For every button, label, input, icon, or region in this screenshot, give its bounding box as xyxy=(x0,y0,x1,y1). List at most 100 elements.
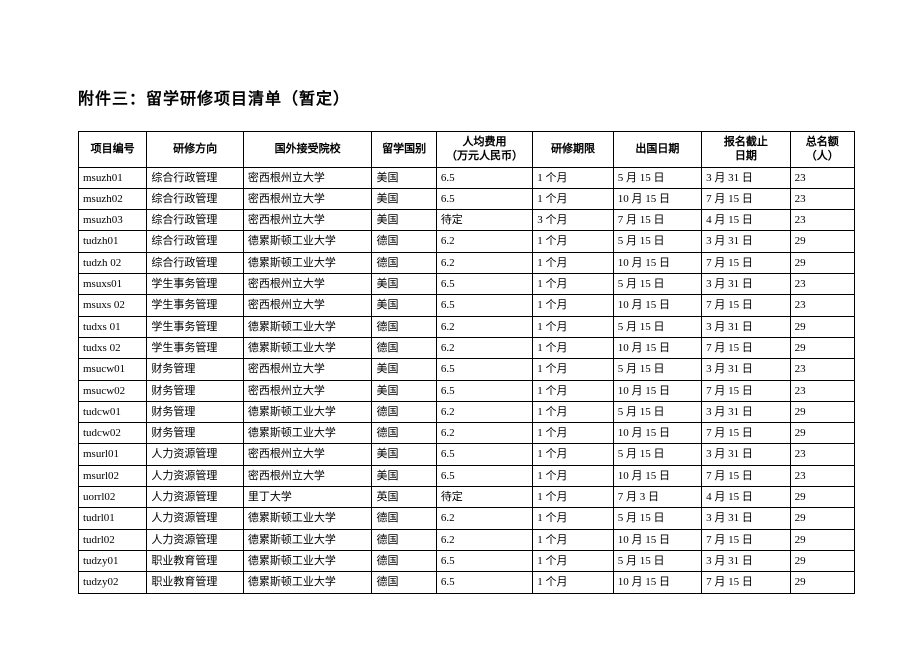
table-cell: 1 个月 xyxy=(533,465,613,486)
table-cell: 6.2 xyxy=(436,529,532,550)
table-cell: 23 xyxy=(790,380,854,401)
table-cell: 10 月 15 日 xyxy=(613,572,701,593)
table-header: 项目编号研修方向国外接受院校留学国别人均费用（万元人民币）研修期限出国日期报名截… xyxy=(79,132,855,168)
table-cell: 1 个月 xyxy=(533,508,613,529)
table-cell: 1 个月 xyxy=(533,295,613,316)
column-header: 研修方向 xyxy=(147,132,243,168)
table-cell: 5 月 15 日 xyxy=(613,359,701,380)
table-cell: 德国 xyxy=(372,529,436,550)
table-cell: 6.5 xyxy=(436,550,532,571)
table-cell: msurl01 xyxy=(79,444,147,465)
table-row: msucw02财务管理密西根州立大学美国6.51 个月10 月 15 日7 月 … xyxy=(79,380,855,401)
table-cell: 英国 xyxy=(372,487,436,508)
table-cell: 6.2 xyxy=(436,231,532,252)
table-cell: 人力资源管理 xyxy=(147,529,243,550)
table-cell: 1 个月 xyxy=(533,231,613,252)
table-cell: 学生事务管理 xyxy=(147,337,243,358)
table-cell: 美国 xyxy=(372,295,436,316)
table-cell: 美国 xyxy=(372,444,436,465)
table-cell: 5 月 15 日 xyxy=(613,167,701,188)
table-cell: 6.2 xyxy=(436,316,532,337)
table-cell: 德累斯顿工业大学 xyxy=(243,550,372,571)
table-cell: 1 个月 xyxy=(533,167,613,188)
table-cell: 23 xyxy=(790,465,854,486)
table-cell: msuxs01 xyxy=(79,274,147,295)
table-cell: 德累斯顿工业大学 xyxy=(243,316,372,337)
table-row: tudzh01综合行政管理德累斯顿工业大学德国6.21 个月5 月 15 日3 … xyxy=(79,231,855,252)
table-cell: 10 月 15 日 xyxy=(613,529,701,550)
table-cell: 美国 xyxy=(372,167,436,188)
table-cell: 1 个月 xyxy=(533,444,613,465)
table-cell: 3 月 31 日 xyxy=(702,167,790,188)
table-header-row: 项目编号研修方向国外接受院校留学国别人均费用（万元人民币）研修期限出国日期报名截… xyxy=(79,132,855,168)
table-cell: tudrl01 xyxy=(79,508,147,529)
table-cell: 7 月 15 日 xyxy=(702,337,790,358)
table-cell: 德国 xyxy=(372,423,436,444)
table-cell: tudxs 02 xyxy=(79,337,147,358)
table-body: msuzh01综合行政管理密西根州立大学美国6.51 个月5 月 15 日3 月… xyxy=(79,167,855,593)
table-cell: 10 月 15 日 xyxy=(613,295,701,316)
table-cell: 4 月 15 日 xyxy=(702,487,790,508)
table-cell: 3 月 31 日 xyxy=(702,316,790,337)
table-cell: 密西根州立大学 xyxy=(243,465,372,486)
table-row: msuzh01综合行政管理密西根州立大学美国6.51 个月5 月 15 日3 月… xyxy=(79,167,855,188)
table-cell: msucw02 xyxy=(79,380,147,401)
table-cell: tudzy01 xyxy=(79,550,147,571)
table-cell: 德累斯顿工业大学 xyxy=(243,508,372,529)
table-cell: 德累斯顿工业大学 xyxy=(243,337,372,358)
table-cell: 10 月 15 日 xyxy=(613,465,701,486)
table-cell: 3 月 31 日 xyxy=(702,550,790,571)
table-cell: 3 月 31 日 xyxy=(702,508,790,529)
table-cell: 7 月 3 日 xyxy=(613,487,701,508)
table-row: uorrl02人力资源管理里丁大学英国待定1 个月7 月 3 日4 月 15 日… xyxy=(79,487,855,508)
table-row: msuzh02综合行政管理密西根州立大学美国6.51 个月10 月 15 日7 … xyxy=(79,188,855,209)
table-cell: 德国 xyxy=(372,550,436,571)
table-cell: 综合行政管理 xyxy=(147,188,243,209)
table-cell: 6.5 xyxy=(436,188,532,209)
table-cell: 6.5 xyxy=(436,380,532,401)
table-cell: 1 个月 xyxy=(533,401,613,422)
table-cell: 6.5 xyxy=(436,359,532,380)
table-cell: 6.2 xyxy=(436,508,532,529)
table-cell: msurl02 xyxy=(79,465,147,486)
table-cell: 美国 xyxy=(372,274,436,295)
table-cell: 7 月 15 日 xyxy=(702,252,790,273)
table-row: tudcw02财务管理德累斯顿工业大学德国6.21 个月10 月 15 日7 月… xyxy=(79,423,855,444)
table-cell: tudxs 01 xyxy=(79,316,147,337)
table-cell: 财务管理 xyxy=(147,423,243,444)
table-cell: 5 月 15 日 xyxy=(613,401,701,422)
table-cell: msuzh03 xyxy=(79,210,147,231)
document-page: 附件三：留学研修项目清单（暂定） 项目编号研修方向国外接受院校留学国别人均费用（… xyxy=(0,0,920,651)
table-row: tudrl02人力资源管理德累斯顿工业大学德国6.21 个月10 月 15 日7… xyxy=(79,529,855,550)
table-cell: 6.5 xyxy=(436,572,532,593)
table-cell: 6.2 xyxy=(436,337,532,358)
table-cell: 7 月 15 日 xyxy=(702,423,790,444)
table-cell: 29 xyxy=(790,572,854,593)
table-cell: msuzh01 xyxy=(79,167,147,188)
column-header: 报名截止日期 xyxy=(702,132,790,168)
table-cell: 7 月 15 日 xyxy=(702,188,790,209)
table-cell: 密西根州立大学 xyxy=(243,167,372,188)
table-cell: 29 xyxy=(790,508,854,529)
table-cell: 6.2 xyxy=(436,401,532,422)
table-cell: 美国 xyxy=(372,359,436,380)
table-cell: 3 月 31 日 xyxy=(702,274,790,295)
table-cell: 待定 xyxy=(436,487,532,508)
table-cell: 6.2 xyxy=(436,252,532,273)
table-cell: 人力资源管理 xyxy=(147,465,243,486)
table-cell: tudcw02 xyxy=(79,423,147,444)
table-cell: msucw01 xyxy=(79,359,147,380)
column-header: 总名额（人） xyxy=(790,132,854,168)
table-cell: 1 个月 xyxy=(533,529,613,550)
table-row: msuxs 02学生事务管理密西根州立大学美国6.51 个月10 月 15 日7… xyxy=(79,295,855,316)
table-cell: 3 月 31 日 xyxy=(702,231,790,252)
table-cell: 10 月 15 日 xyxy=(613,380,701,401)
table-cell: 综合行政管理 xyxy=(147,252,243,273)
table-cell: 29 xyxy=(790,316,854,337)
table-cell: 10 月 15 日 xyxy=(613,337,701,358)
table-cell: 10 月 15 日 xyxy=(613,188,701,209)
table-cell: 德国 xyxy=(372,508,436,529)
table-cell: 29 xyxy=(790,550,854,571)
table-cell: 3 月 31 日 xyxy=(702,444,790,465)
projects-table: 项目编号研修方向国外接受院校留学国别人均费用（万元人民币）研修期限出国日期报名截… xyxy=(78,131,855,594)
